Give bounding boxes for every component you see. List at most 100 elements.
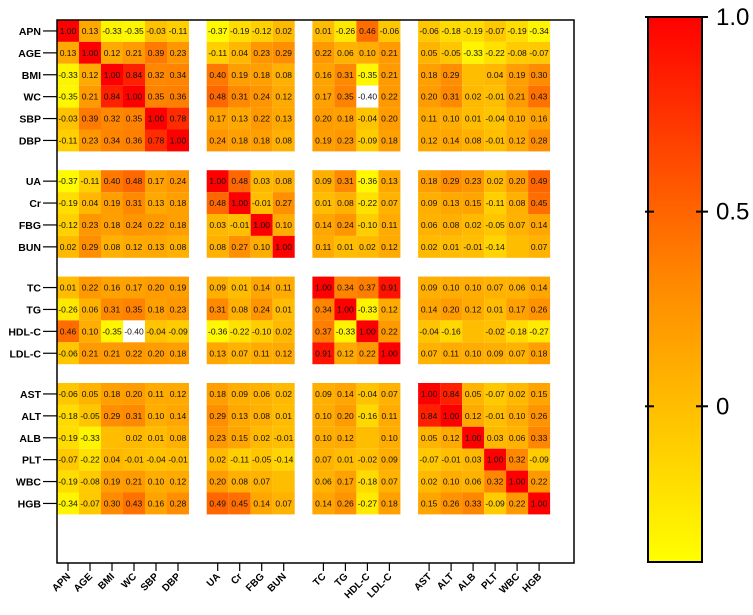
cell-value-label: 0.24 [126,220,143,230]
heatmap-cell [79,20,101,42]
heatmap-cell [484,235,507,258]
heatmap-cell [272,214,295,236]
heatmap-cell [206,470,229,493]
cell-value-label: -0.40 [124,326,144,336]
cell-value-label: 0.01 [60,283,77,293]
heatmap-cell [528,448,551,471]
heatmap-cell [312,426,335,449]
heatmap-cell [101,192,123,214]
heatmap-cell [206,170,229,193]
heatmap-cell [334,448,357,471]
heatmap-cell [312,320,335,343]
heatmap-cell [145,320,167,343]
heatmap-cell [356,470,379,493]
heatmap-cell [79,192,101,214]
heatmap-cell [206,107,229,130]
cell-value-label: 0.09 [421,198,438,208]
cell-value-label: -0.22 [358,198,378,208]
cell-value-label: 0.14 [170,411,187,421]
cell-value-label: -0.09 [358,135,378,145]
heatmap-cell [484,214,507,236]
heatmap-cell [79,170,101,193]
heatmap-cell [167,404,189,427]
cell-value-label: 0.49 [209,498,226,508]
cell-value-label: 0.01 [275,411,292,421]
row-label: APN [19,26,41,38]
cell-value-label: 0.45 [531,198,548,208]
heatmap-cell [79,41,101,64]
cell-value-label: 0.13 [148,242,165,252]
heatmap-cell [250,41,273,64]
cell-value-label: 0.06 [509,283,526,293]
cell-value-label: -0.04 [358,389,378,399]
cell-value-label: 0.10 [443,283,460,293]
heatmap-cell [145,298,167,321]
cell-value-label: -0.18 [358,477,378,487]
cell-value-label: -0.11 [486,198,505,208]
cell-value-label: 0.34 [315,304,332,314]
cell-value-label: 0.07 [253,477,270,487]
cell-value-label: -0.19 [58,198,78,208]
cell-value-label: 0.07 [275,498,292,508]
heatmap-cell [418,383,441,405]
heatmap-cell [145,170,167,193]
cell-value-label: 0.01 [487,304,504,314]
heatmap-cell [167,170,189,193]
heatmap-cell [312,235,335,258]
heatmap-cell [462,383,485,405]
cell-value-label: -0.19 [230,26,250,36]
cell-value-label: -0.34 [529,26,549,36]
cell-value-label: -0.22 [485,48,505,58]
heatmap-cell [356,20,379,42]
cell-value-label: 1.00 [104,70,121,80]
cell-value-label: 0.10 [465,283,482,293]
cell-value-label: 0.18 [104,220,121,230]
cell-value-label: -0.36 [358,176,378,186]
heatmap-cell [356,383,379,405]
heatmap-cell [334,129,357,152]
heatmap-cell [206,342,229,365]
heatmap-cell [167,129,189,152]
heatmap-cell [272,276,295,299]
cell-value-label: -0.04 [419,326,439,336]
cell-value-label: 0.35 [126,304,143,314]
heatmap-cell [206,448,229,471]
heatmap-cell [123,492,145,515]
cell-value-label: -0.18 [441,26,461,36]
heatmap-cell [228,298,251,321]
cell-value-label: -0.05 [252,455,272,465]
heatmap-cell [462,404,485,427]
cell-value-label: 0.14 [531,283,548,293]
cell-value-label: 1.00 [60,26,77,36]
cell-value-label: 0.18 [381,135,398,145]
heatmap-cell [418,470,441,493]
cell-value-label: 0.16 [148,498,165,508]
heatmap-cell [484,107,507,130]
cell-value-label: 0.22 [82,283,99,293]
cell-value-label: 0.07 [381,198,398,208]
cell-value-label: 0.06 [253,389,270,399]
cell-value-label: 0.35 [337,92,354,102]
cell-value-label: 0.22 [531,477,548,487]
heatmap-cell [484,298,507,321]
cell-value-label: 0.26 [337,498,354,508]
heatmap-cell [167,383,189,405]
heatmap-cell [462,107,485,130]
cell-value-label: 0.02 [487,176,504,186]
heatmap-cell [123,426,145,449]
cell-value-label: 0.12 [381,304,398,314]
cell-value-label: 0.23 [209,433,226,443]
heatmap-cell [418,426,441,449]
cell-value-label: -0.22 [230,326,250,336]
heatmap-cell [440,298,463,321]
cell-value-label: 0.10 [443,477,460,487]
heatmap-cell [528,63,551,86]
heatmap-cell [312,298,335,321]
heatmap-cell [79,383,101,405]
cell-value-label: -0.01 [485,135,505,145]
cell-value-label: 0.08 [170,433,187,443]
cell-value-label: 0.11 [276,283,292,293]
heatmap-cell [167,192,189,214]
cell-value-label: -0.34 [58,498,78,508]
heatmap-cell [272,192,295,214]
